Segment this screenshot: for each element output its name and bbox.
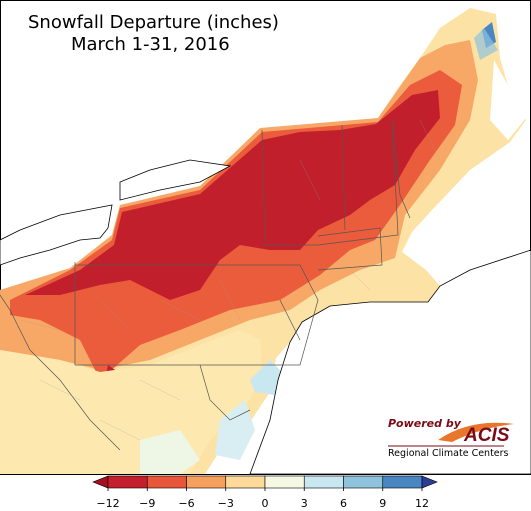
colorbar-tick-label: −6 [178,497,194,510]
colorbar-segment [186,475,227,489]
colorbar-segment [264,475,305,489]
logo-powered-by: Powered by [388,417,462,430]
colorbar-segment [225,475,266,489]
colorbar-segment [303,475,344,489]
colorbar-tick-label: −3 [218,497,234,510]
colorbar-tick-label: 9 [379,497,386,510]
colorbar-segment [107,475,148,489]
water [0,159,531,475]
colorbar-segment [382,475,423,489]
colorbar-segment [343,475,384,489]
colorbar-tick-label: 12 [415,497,429,510]
map-title: Snowfall Departure (inches) [28,12,279,33]
colorbar-segment [146,475,187,489]
colorbar-tick-label: −12 [96,497,119,510]
colorbar-tick-label: −9 [139,497,155,510]
state-borders [0,119,441,451]
colorbar-extend-low [92,475,109,489]
colorbar: −12 −9 −6 −3 0 3 6 9 12 [92,475,438,510]
map-subtitle: March 1-31, 2016 [71,34,230,55]
colorbar-tick-label: 6 [340,497,347,510]
colorbar-tick-label: 0 [262,497,269,510]
logo-tagline: Regional Climate Centers [388,448,509,459]
map-shading [0,8,526,474]
logo-swoosh [438,422,514,442]
logo: Powered by ACIS Regional Climate Centers [388,417,514,459]
colorbar-extend-high [421,475,438,489]
colorbar-tick-label: 3 [301,497,308,510]
logo-name: ACIS [463,425,510,446]
